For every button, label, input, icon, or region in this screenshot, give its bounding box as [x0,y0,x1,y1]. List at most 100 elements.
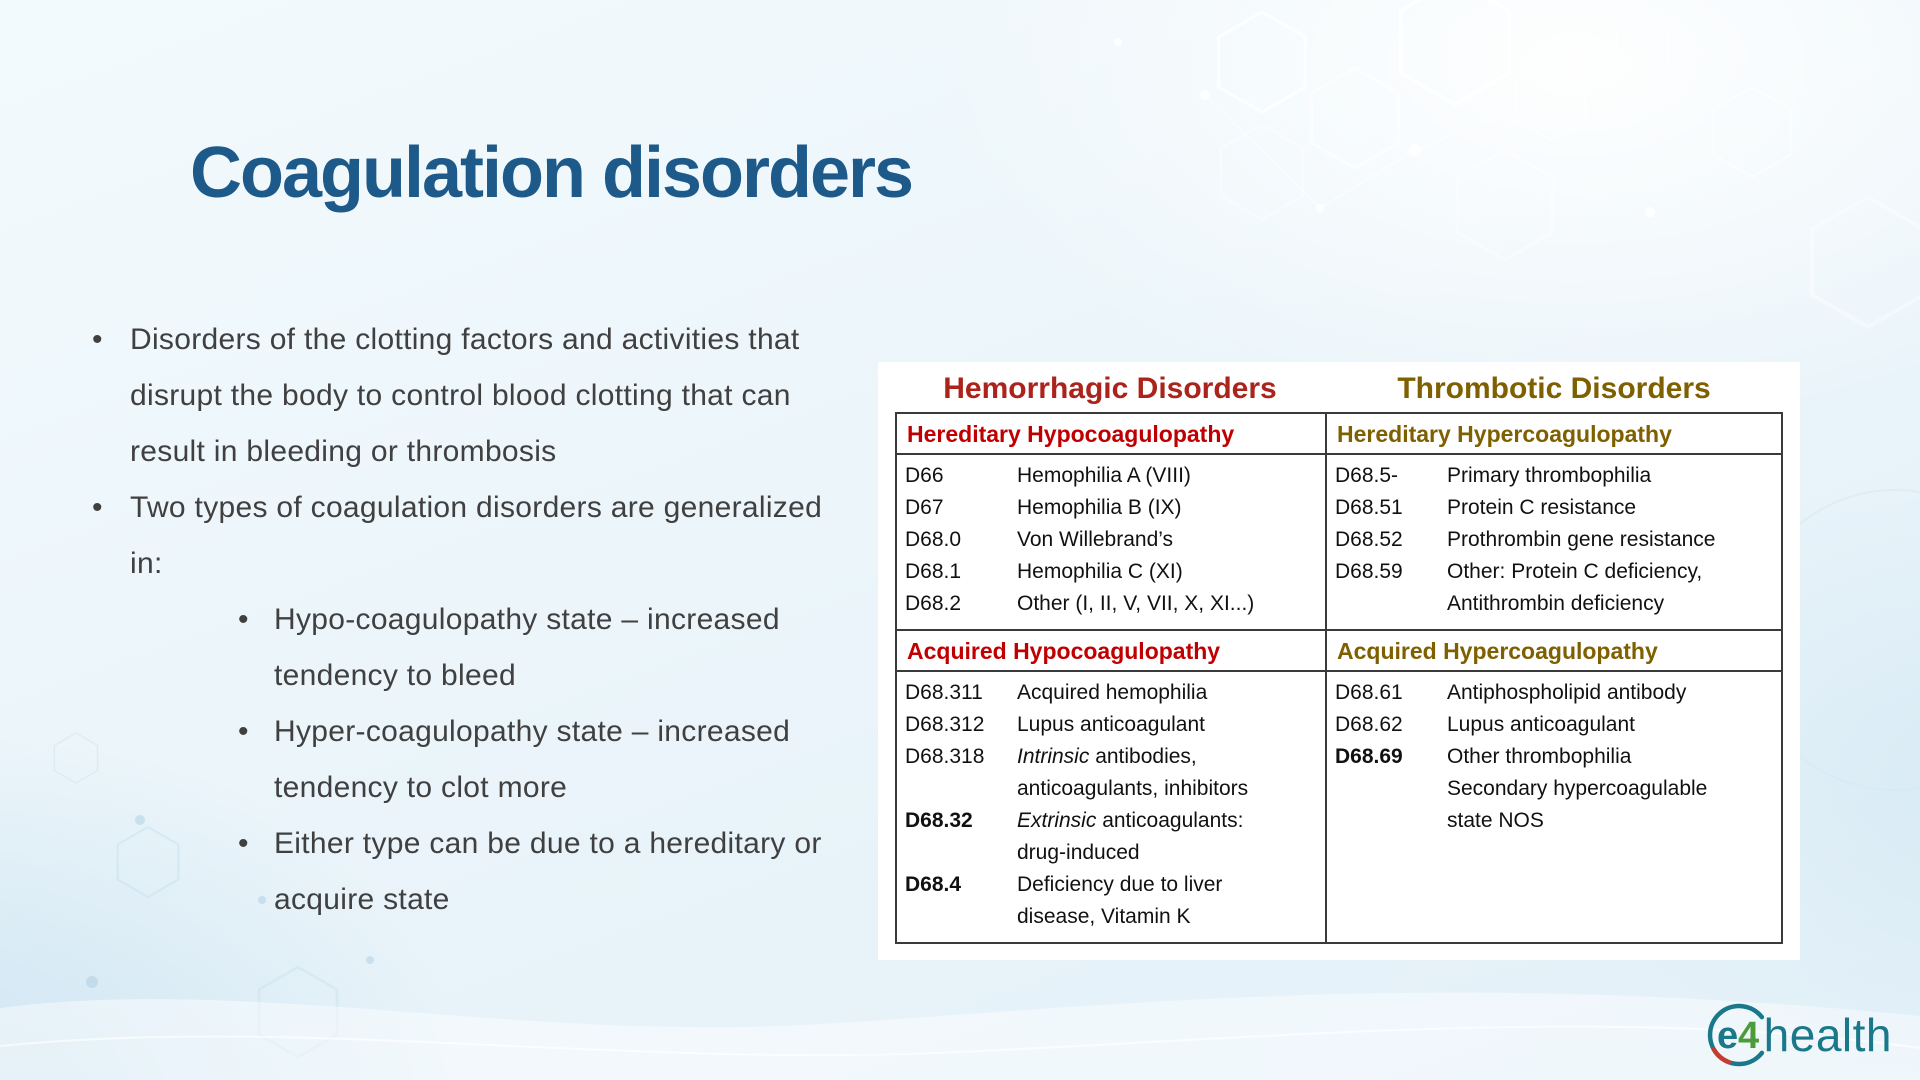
bullet-sub-item: • Hypo-coagulopathy state – increased te… [238,592,837,704]
icd-description: Antiphospholipid antibody [1447,677,1773,709]
table-section: Hereditary Hypercoagulopathy D68.5- Primar… [1327,414,1781,629]
bullet-text: Hyper-coagulopathy state – increased ten… [274,715,791,804]
icd-description: Protein C resistance [1447,492,1773,524]
table-row: D66 Hemophilia A (VIII) [897,460,1325,492]
icd-description: Lupus anticoagulant [1017,709,1317,741]
icd-description: Deficiency due to liver disease, Vitamin … [1017,869,1317,933]
bullet-sub-item: • Either type can be due to a hereditary… [238,816,837,928]
bullet-text: Either type can be due to a hereditary o… [274,827,822,916]
slide-title: Coagulation disorders [190,133,914,214]
e4health-logo-mark: e 4 [1707,1003,1764,1067]
icd-description-line: Other (I, II, V, VII, X, XI...) [1017,588,1317,620]
icd-code: D68.52 [1335,528,1403,551]
bullet-item: • Two types of coagulation disorders are… [92,480,837,592]
icd-code: D68.32 [905,809,973,832]
desc-segment: Von Willebrand’s [1017,528,1174,551]
icd-description: Hemophilia B (IX) [1017,492,1317,524]
desc-segment: Other: Protein C deficiency, [1447,560,1703,583]
table-row: D68.59 Other: Protein C deficiency, Antith… [1327,556,1781,620]
desc-segment: Hemophilia C (XI) [1017,560,1183,583]
icd-description-line: Hemophilia C (XI) [1017,556,1317,588]
table-row: D68.0 Von Willebrand’s [897,524,1325,556]
table-section-header: Acquired Hypocoagulopathy [897,631,1325,672]
table-row: D68.4 Deficiency due to liver disease, Vit… [897,869,1325,933]
desc-segment: state NOS [1447,809,1544,832]
table-row: D68.1 Hemophilia C (XI) [897,556,1325,588]
bullet-marker: • [92,491,103,524]
icd-description: Hemophilia C (XI) [1017,556,1317,588]
table-column-hemorrhagic: Hereditary Hypocoagulopathy D66 Hemophilia… [897,414,1325,942]
table-row: D68.312 Lupus anticoagulant [897,709,1325,741]
icd-code: D68.312 [905,713,985,736]
icd-code: D68.0 [905,528,962,551]
logo-digit-4: 4 [1738,1015,1759,1057]
icd-description-line: state NOS [1447,805,1773,837]
desc-segment: Antiphospholipid antibody [1447,681,1687,704]
table-row: D68.311 Acquired hemophilia [897,677,1325,709]
desc-segment: Antithrombin deficiency [1447,592,1665,615]
table-section-header: Hereditary Hypercoagulopathy [1327,414,1781,455]
table-row: D68.61 Antiphospholipid antibody [1327,677,1781,709]
icd-code: D68.69 [1335,745,1403,768]
icd-description: Acquired hemophilia [1017,677,1317,709]
table-section-body: D66 Hemophilia A (VIII) D67 Hemophilia B (I… [897,455,1325,629]
icd-description-line: Secondary hypercoagulable [1447,773,1773,805]
desc-segment: disease, Vitamin K [1017,905,1191,928]
desc-segment: Extrinsic [1017,809,1097,832]
icd-description-line: Intrinsic antibodies, [1017,741,1317,773]
icd-description-line: drug-induced [1017,837,1317,869]
table-row: D68.5- Primary thrombophilia [1327,460,1781,492]
icd-description: Intrinsic antibodies, anticoagulants, inh… [1017,741,1317,805]
icd-description: Von Willebrand’s [1017,524,1317,556]
table-row: D68.52 Prothrombin gene resistance [1327,524,1781,556]
table-section: Acquired Hypercoagulopathy D68.61 Antiphos… [1327,629,1781,846]
bullet-item: • Disorders of the clotting factors and … [92,312,837,480]
icd-description: Prothrombin gene resistance [1447,524,1773,556]
table-row: D68.62 Lupus anticoagulant [1327,709,1781,741]
icd-description: Other thrombophilia Secondary hypercoagul… [1447,741,1773,837]
table-row: D68.32 Extrinsic anticoagulants: drug-indu… [897,805,1325,869]
icd-description: Other: Protein C deficiency, Antithrombin… [1447,556,1773,620]
table-column-thrombotic: Hereditary Hypercoagulopathy D68.5- Primar… [1325,414,1781,942]
icd-description-line: Other: Protein C deficiency, [1447,556,1773,588]
table-section: Acquired Hypocoagulopathy D68.311 Acquired… [897,629,1325,942]
desc-segment: anticoagulants: [1096,809,1244,832]
desc-segment: Hemophilia B (IX) [1017,496,1182,519]
desc-segment: anticoagulants, inhibitors [1017,777,1249,800]
icd-code: D66 [905,464,944,487]
table-title-hemorrhagic: Hemorrhagic Disorders [943,372,1277,405]
bullet-sub-item: • Hyper-coagulopathy state – increased t… [238,704,837,816]
icd-description-line: Antiphospholipid antibody [1447,677,1773,709]
table-row: D67 Hemophilia B (IX) [897,492,1325,524]
icd-code: D68.2 [905,592,962,615]
icd-description-line: Hemophilia B (IX) [1017,492,1317,524]
desc-segment: Secondary hypercoagulable [1447,777,1708,800]
desc-segment: Lupus anticoagulant [1447,713,1635,736]
bullet-list: • Disorders of the clotting factors and … [92,312,837,928]
icd-description-line: Primary thrombophilia [1447,460,1773,492]
e4health-logo-text: health [1763,1009,1892,1061]
table-row: D68.318 Intrinsic antibodies, anticoagulan… [897,741,1325,805]
icd-code: D68.61 [1335,681,1403,704]
table-section-header: Hereditary Hypocoagulopathy [897,414,1325,455]
icd-description: Hemophilia A (VIII) [1017,460,1317,492]
table-column-titles: Hemorrhagic Disorders Thrombotic Disorde… [895,370,1783,410]
icd-code: D68.311 [905,681,983,704]
bullet-marker: • [238,715,249,748]
icd-code: D68.4 [905,873,962,896]
icd-code: D68.51 [1335,496,1403,519]
bullet-marker: • [92,323,103,356]
desc-segment: Lupus anticoagulant [1017,713,1205,736]
icd-description-line: Lupus anticoagulant [1017,709,1317,741]
table-section-body: D68.311 Acquired hemophilia D68.312 Lupus a… [897,672,1325,942]
icd-code: D68.1 [905,560,962,583]
icd-description-line: Deficiency due to liver [1017,869,1317,901]
icd-code: D68.59 [1335,560,1403,583]
icd-description: Lupus anticoagulant [1447,709,1773,741]
table-title-thrombotic: Thrombotic Disorders [1397,372,1711,405]
icd-description-line: disease, Vitamin K [1017,901,1317,933]
desc-segment: Primary thrombophilia [1447,464,1652,487]
icd-code: D68.318 [905,745,985,768]
table-section-header: Acquired Hypercoagulopathy [1327,631,1781,672]
